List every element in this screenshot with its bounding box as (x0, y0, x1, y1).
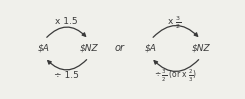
Text: x 1.5: x 1.5 (55, 17, 78, 26)
Text: $NZ: $NZ (80, 44, 99, 53)
Text: or: or (115, 43, 125, 53)
Text: ÷ 1.5: ÷ 1.5 (54, 71, 79, 80)
Text: $NZ: $NZ (192, 44, 211, 53)
Text: $A: $A (38, 44, 50, 53)
Text: x $\mathdefault{\frac{3}{2}}$: x $\mathdefault{\frac{3}{2}}$ (167, 14, 181, 31)
Text: $\div\,\frac{3}{2}$ (or x $\frac{2}{3}$): $\div\,\frac{3}{2}$ (or x $\frac{2}{3}$) (154, 68, 197, 84)
Text: $A: $A (144, 44, 156, 53)
